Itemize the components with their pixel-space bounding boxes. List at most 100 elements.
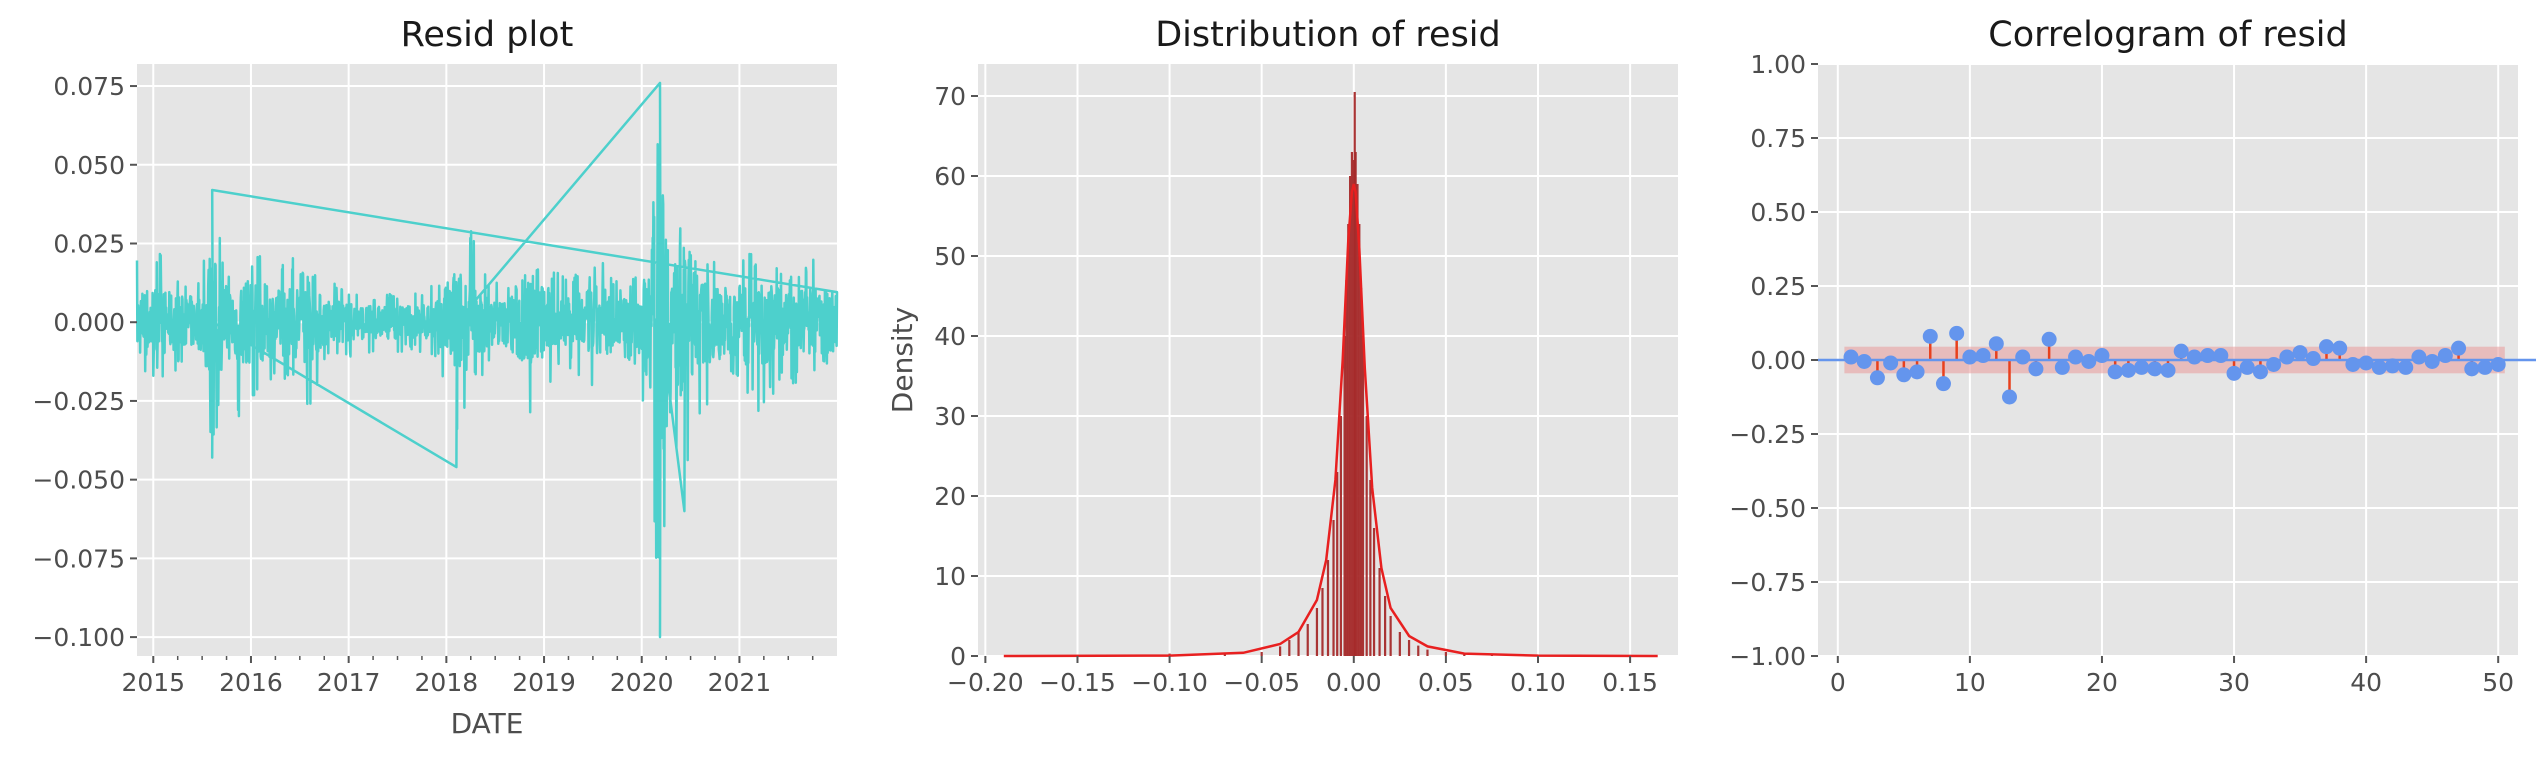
histogram-bar	[1306, 624, 1309, 656]
acf-marker	[2213, 348, 2229, 364]
x-tick-label: 0.10	[1510, 668, 1566, 697]
histogram-bar	[1349, 176, 1352, 656]
distribution-plot-area	[978, 64, 1678, 656]
y-tick-label: 0.00	[1750, 346, 1806, 375]
histogram-bar	[1315, 608, 1319, 656]
correlogram-y-ticks: 1.00 0.75 0.50 0.25 0.00 −0.25 −0.50 −0.75 −1.00	[1729, 50, 1818, 671]
histogram-bar	[1358, 224, 1361, 656]
y-tick-label: −0.050	[32, 466, 125, 495]
x-tick-label: 50	[2482, 668, 2514, 697]
y-tick-label: 0.75	[1750, 124, 1806, 153]
acf-marker	[1856, 353, 1872, 369]
acf-marker	[2147, 361, 2163, 377]
x-tick-label: 2019	[512, 668, 576, 697]
distribution-grid	[978, 64, 1678, 657]
acf-marker	[2266, 356, 2282, 372]
x-tick-label: 2017	[317, 668, 381, 697]
acf-marker	[2292, 345, 2308, 361]
x-tick-label: 0.00	[1326, 668, 1382, 697]
acf-marker	[1869, 370, 1885, 386]
x-tick-label: 2021	[708, 668, 772, 697]
kde-line	[1003, 183, 1658, 658]
x-tick-label: 20	[2086, 668, 2118, 697]
acf-marker	[2094, 348, 2110, 364]
resid-series	[135, 81, 839, 639]
distribution-kde-curve	[1003, 183, 1658, 658]
y-tick-label: 1.00	[1750, 50, 1806, 79]
acf-marker	[2160, 362, 2176, 378]
correlogram-x-ticks: 0 10 20 30 40 50	[1830, 656, 2514, 697]
acf-marker	[2200, 348, 2216, 364]
correlogram-title: Correlogram of resid	[1988, 15, 2347, 55]
y-tick-label: −0.025	[32, 387, 125, 416]
acf-marker	[2398, 359, 2414, 375]
acf-marker	[2186, 349, 2202, 365]
y-tick-label: 30	[934, 402, 966, 431]
acf-marker	[1896, 367, 1912, 383]
acf-marker	[2371, 359, 2387, 375]
y-tick-label: 20	[934, 482, 966, 511]
acf-marker	[2477, 359, 2493, 375]
histogram-bar	[1343, 336, 1346, 656]
histogram-bar	[1321, 588, 1324, 656]
distribution-histogram	[1168, 92, 1494, 656]
x-tick-label: 40	[2350, 668, 2382, 697]
distribution-x-ticks: −0.20 −0.15 −0.10 −0.05 0.00 0.05 0.10 0.15	[947, 656, 1658, 697]
histogram-bar	[1398, 632, 1401, 656]
x-tick-label: 2016	[219, 668, 283, 697]
histogram-bar	[1378, 568, 1381, 656]
acf-marker	[2068, 349, 2084, 365]
acf-marker	[2358, 355, 2374, 371]
y-tick-label: 0.25	[1750, 272, 1806, 301]
histogram-bar	[1407, 640, 1411, 656]
histogram-bar	[1361, 336, 1365, 656]
histogram-bar	[1372, 528, 1376, 656]
acf-marker	[2028, 361, 2044, 377]
histogram-bar	[1288, 640, 1291, 656]
histogram-bar	[1369, 480, 1372, 656]
acf-marker	[2411, 349, 2427, 365]
histogram-bar	[1350, 152, 1354, 656]
x-tick-label: 0.05	[1418, 668, 1474, 697]
resid-plot-x-label: DATE	[451, 707, 524, 740]
histogram-bar	[1354, 152, 1357, 656]
histogram-bar	[1360, 288, 1363, 656]
y-tick-label: 50	[934, 242, 966, 271]
y-tick-label: 0.025	[53, 229, 125, 258]
acf-marker	[2451, 340, 2467, 356]
x-tick-label: −0.20	[947, 668, 1024, 697]
acf-marker	[2437, 348, 2453, 364]
distribution-panel: −0.20 −0.15 −0.10 −0.05 0.00 0.05 0.10 0.15 0 10…	[886, 15, 1678, 697]
y-tick-label: 0.000	[53, 308, 125, 337]
histogram-bar	[1345, 280, 1348, 656]
acf-marker	[1843, 349, 1859, 365]
histogram-bar	[1356, 184, 1359, 656]
acf-marker	[2252, 364, 2268, 380]
histogram-bar	[1260, 652, 1263, 656]
distribution-title: Distribution of resid	[1155, 15, 1501, 55]
x-tick-label: 0	[1830, 668, 1846, 697]
histogram-bar	[1384, 596, 1387, 656]
acf-marker	[2385, 358, 2401, 374]
y-tick-label: −0.75	[1729, 568, 1806, 597]
correlogram-panel: 0 10 20 30 40 50 1.00 0.75 0.50 0.25 0.00 −0.25 −0.…	[1729, 15, 2536, 697]
acf-marker	[1922, 328, 1938, 344]
y-tick-label: 0.050	[53, 151, 125, 180]
y-tick-label: 60	[934, 162, 966, 191]
acf-marker	[2054, 359, 2070, 375]
histogram-bar	[1297, 632, 1300, 656]
resid-plot-line	[135, 81, 839, 639]
distribution-y-ticks: 0 10 20 30 40 50 60 70	[934, 82, 978, 671]
acf-marker	[2305, 351, 2321, 367]
acf-marker	[2120, 362, 2136, 378]
histogram-bar	[1339, 416, 1342, 656]
acf-marker	[2134, 359, 2150, 375]
y-tick-label: −0.50	[1729, 494, 1806, 523]
acf-marker	[2424, 353, 2440, 369]
resid-plot-x-ticks: 2015 2016 2017 2018 2019 2020 2021	[121, 656, 814, 697]
acf-marker	[2464, 361, 2480, 377]
acf-marker	[2279, 349, 2295, 365]
histogram-bar	[1326, 560, 1330, 656]
y-tick-label: −0.075	[32, 544, 125, 573]
acf-marker	[2002, 389, 2018, 405]
